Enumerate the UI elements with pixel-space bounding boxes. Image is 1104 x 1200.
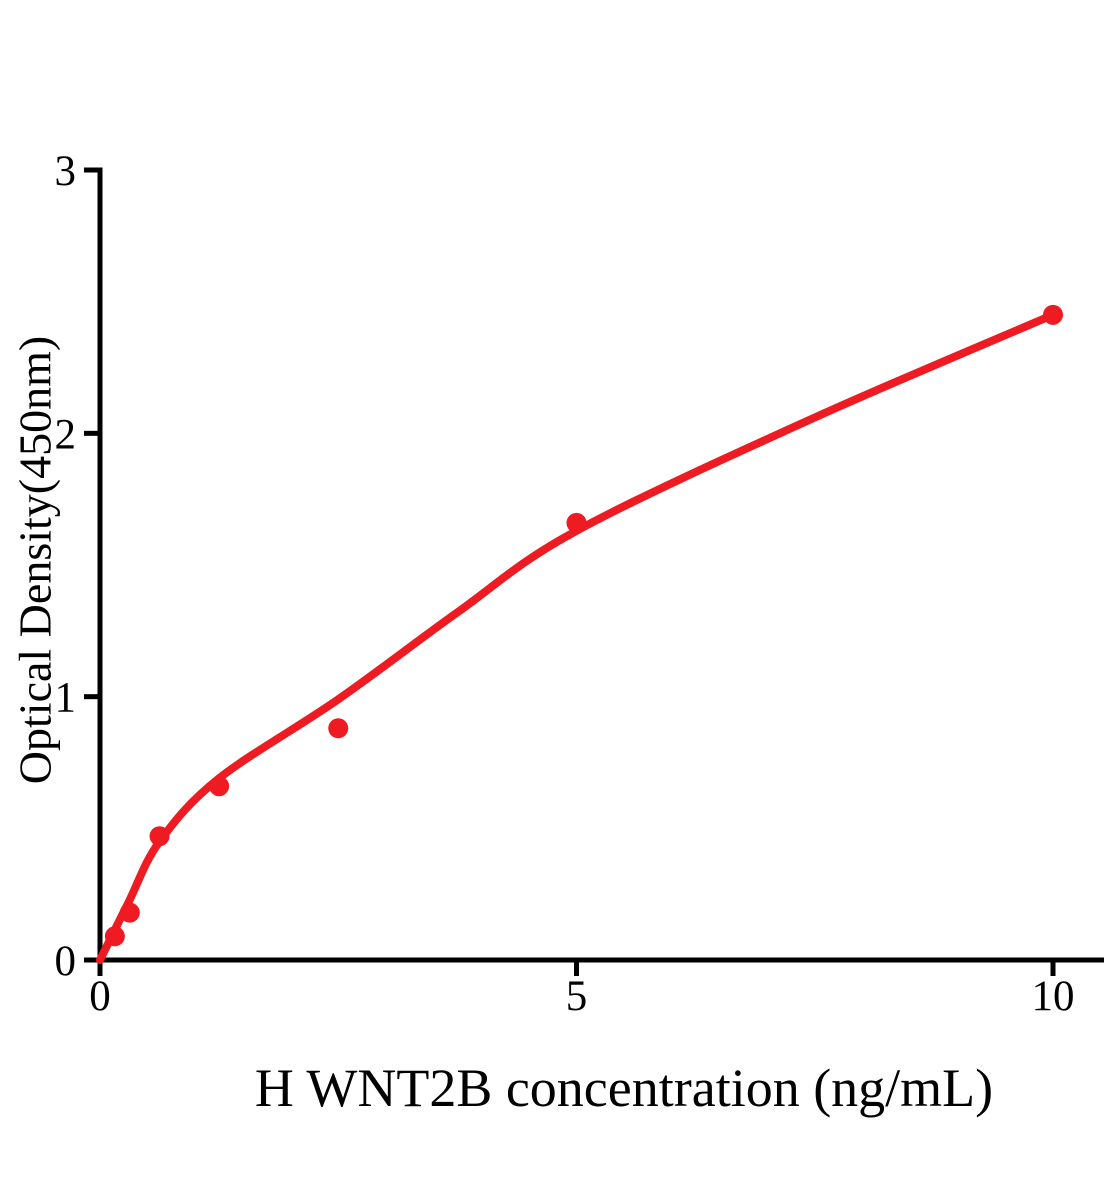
data-point	[119, 902, 140, 923]
data-point	[209, 776, 230, 797]
data-point	[328, 718, 349, 739]
data-point	[104, 926, 125, 947]
y-tick-label: 0	[55, 938, 77, 985]
x-tick-label: 10	[1032, 973, 1075, 1020]
y-axis-title: Optical Density(450nm)	[9, 335, 61, 785]
data-point	[149, 826, 170, 847]
x-axis-title: H WNT2B concentration (ng/mL)	[254, 1058, 994, 1118]
data-point	[566, 512, 587, 533]
y-tick-label: 3	[55, 148, 77, 195]
data-point	[1043, 304, 1063, 325]
x-tick-label: 0	[89, 973, 111, 1020]
fit-curve-line	[96, 310, 1057, 964]
x-tick-label: 5	[566, 973, 588, 1020]
y-tick-label: 1	[55, 675, 77, 722]
y-tick-label: 2	[55, 411, 77, 458]
